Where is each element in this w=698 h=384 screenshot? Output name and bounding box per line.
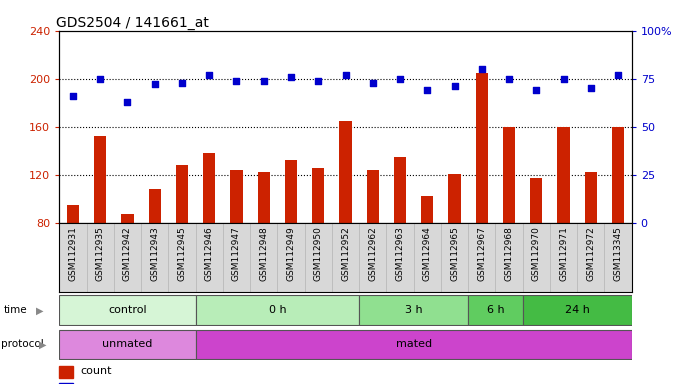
Bar xyxy=(258,172,270,223)
FancyBboxPatch shape xyxy=(59,330,195,359)
Bar xyxy=(585,172,597,223)
Point xyxy=(558,76,569,82)
Point xyxy=(612,72,623,78)
Point xyxy=(204,72,215,78)
Bar xyxy=(530,178,542,223)
Bar xyxy=(312,167,325,223)
Text: GSM112971: GSM112971 xyxy=(559,226,568,281)
Bar xyxy=(503,127,515,223)
Text: mated: mated xyxy=(396,339,431,349)
Text: GSM112964: GSM112964 xyxy=(423,226,432,281)
Point xyxy=(285,74,297,80)
Text: 6 h: 6 h xyxy=(487,305,504,315)
Point xyxy=(149,81,161,88)
Text: GSM112950: GSM112950 xyxy=(314,226,322,281)
Text: GSM112935: GSM112935 xyxy=(96,226,105,281)
Text: GSM112962: GSM112962 xyxy=(369,226,377,281)
Point xyxy=(177,79,188,86)
Point xyxy=(231,78,242,84)
Text: 3 h: 3 h xyxy=(405,305,422,315)
Bar xyxy=(230,170,243,223)
Text: GSM112952: GSM112952 xyxy=(341,226,350,281)
Text: GSM112967: GSM112967 xyxy=(477,226,487,281)
Bar xyxy=(558,127,570,223)
Text: GSM112947: GSM112947 xyxy=(232,226,241,281)
Bar xyxy=(285,161,297,223)
Text: GSM112931: GSM112931 xyxy=(68,226,77,281)
Text: GSM112972: GSM112972 xyxy=(586,226,595,281)
Text: control: control xyxy=(108,305,147,315)
Bar xyxy=(475,73,488,223)
Point xyxy=(476,66,487,72)
Point xyxy=(394,76,406,82)
Text: GSM113345: GSM113345 xyxy=(614,226,623,281)
FancyBboxPatch shape xyxy=(468,295,523,325)
Bar xyxy=(59,383,73,384)
Text: count: count xyxy=(80,366,112,376)
Text: GSM112949: GSM112949 xyxy=(286,226,295,281)
Text: 24 h: 24 h xyxy=(565,305,590,315)
FancyBboxPatch shape xyxy=(59,295,195,325)
Text: GSM112945: GSM112945 xyxy=(177,226,186,281)
Text: GSM112943: GSM112943 xyxy=(150,226,159,281)
Bar xyxy=(203,153,216,223)
Point xyxy=(367,79,378,86)
Text: protocol: protocol xyxy=(1,339,43,349)
Text: ▶: ▶ xyxy=(39,339,47,349)
Bar xyxy=(366,170,379,223)
Point xyxy=(585,85,596,91)
Text: GSM112946: GSM112946 xyxy=(205,226,214,281)
FancyBboxPatch shape xyxy=(359,295,468,325)
Bar xyxy=(339,121,352,223)
Text: GDS2504 / 141661_at: GDS2504 / 141661_at xyxy=(57,16,209,30)
Bar xyxy=(448,174,461,223)
Text: unmated: unmated xyxy=(103,339,153,349)
Point xyxy=(503,76,514,82)
Bar xyxy=(612,127,624,223)
Text: time: time xyxy=(3,305,27,315)
FancyBboxPatch shape xyxy=(195,330,632,359)
Text: GSM112963: GSM112963 xyxy=(396,226,405,281)
Bar xyxy=(59,366,73,378)
FancyBboxPatch shape xyxy=(195,295,359,325)
Text: 0 h: 0 h xyxy=(269,305,286,315)
Bar xyxy=(121,214,133,223)
Bar xyxy=(421,196,433,223)
Text: GSM112968: GSM112968 xyxy=(505,226,514,281)
Point xyxy=(422,87,433,93)
Bar xyxy=(176,165,188,223)
Point xyxy=(258,78,269,84)
Text: GSM112970: GSM112970 xyxy=(532,226,541,281)
Text: GSM112965: GSM112965 xyxy=(450,226,459,281)
Point xyxy=(95,76,106,82)
Point xyxy=(449,83,460,89)
Point xyxy=(122,99,133,105)
Text: ▶: ▶ xyxy=(36,305,44,315)
Bar xyxy=(149,189,161,223)
FancyBboxPatch shape xyxy=(523,295,632,325)
Point xyxy=(530,87,542,93)
Point xyxy=(313,78,324,84)
Text: GSM112942: GSM112942 xyxy=(123,226,132,281)
Bar xyxy=(94,136,106,223)
Point xyxy=(68,93,79,99)
Text: GSM112948: GSM112948 xyxy=(259,226,268,281)
Point xyxy=(340,72,351,78)
Bar xyxy=(67,205,79,223)
Bar xyxy=(394,157,406,223)
